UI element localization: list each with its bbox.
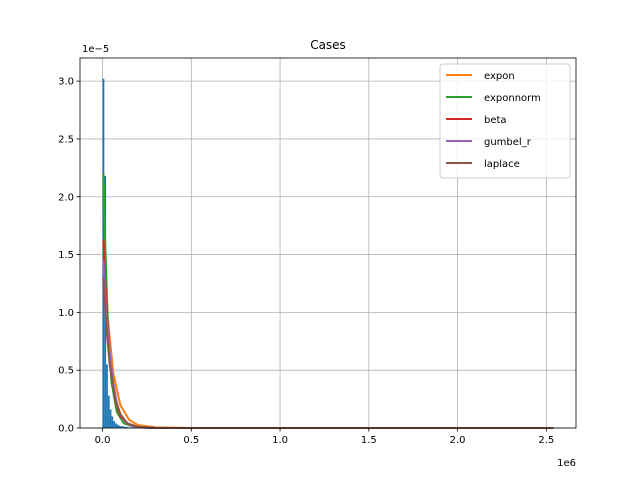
x-axis: 0.0 0.5 1.0 1.5 2.0 2.5	[95, 428, 554, 446]
plot-frame	[79, 57, 577, 429]
y-tick-label: 3.0	[58, 77, 74, 88]
x-tick-label: 1.0	[272, 435, 288, 446]
x-tick-label: 0.0	[95, 435, 111, 446]
x-tick-label: 0.5	[183, 435, 199, 446]
histogram-bar	[120, 426, 124, 428]
x-tick-label: 1.5	[361, 435, 377, 446]
legend-label-gumbel_r: gumbel_r	[484, 137, 532, 148]
grid	[80, 58, 576, 429]
histogram-bar	[114, 423, 117, 428]
y-tick-label: 1.0	[58, 308, 74, 319]
legend-box	[439, 63, 571, 179]
y-tick-label: 2.5	[58, 134, 74, 145]
y-scale-label: 1e−5	[82, 44, 109, 55]
y-axis: 0.0 0.5 1.0 1.5 2.0 2.5 3.0	[58, 77, 80, 435]
y-tick-label: 0.5	[58, 366, 74, 377]
histogram-bar	[116, 424, 119, 428]
histogram-bar	[107, 395, 110, 428]
histogram-bar	[111, 416, 114, 428]
y-tick-label: 0.0	[58, 424, 74, 435]
histogram-bar	[106, 364, 108, 428]
legend-label-beta: beta	[484, 115, 507, 126]
legend-label-laplace: laplace	[484, 159, 520, 170]
x-scale-label: 1e6	[557, 458, 576, 469]
x-tick-label: 2.5	[538, 435, 554, 446]
chart-title: Cases	[310, 38, 346, 52]
legend-label-exponnorm: exponnorm	[484, 93, 541, 104]
y-tick-label: 2.0	[58, 192, 74, 203]
legend-label-expon: expon	[484, 71, 515, 82]
x-tick-label: 2.0	[450, 435, 466, 446]
histogram-bar	[118, 425, 121, 428]
y-tick-label: 1.5	[58, 250, 74, 261]
histogram-bar	[123, 426, 128, 428]
histogram-bar	[113, 421, 115, 428]
histogram-bar	[109, 409, 112, 428]
